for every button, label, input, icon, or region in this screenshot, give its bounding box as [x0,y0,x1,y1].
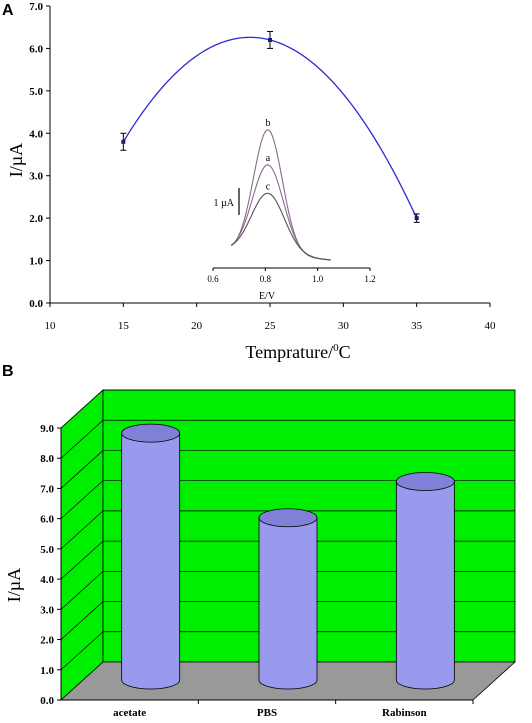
b-x-tick-label: Rabinson [382,707,427,719]
panel-a-chart: 0.01.02.03.04.05.06.07.0 10 15 20 25 30 35 40 … [6,1,496,362]
a-x-tick-label: 30 [338,320,350,332]
a-x-axis-title: Temprature/0C [245,342,350,362]
inset-curve-label-a: a [266,153,271,164]
a-x-tick-label: 35 [411,320,423,332]
inset-curve-label-c: c [266,181,271,192]
a-data-point [414,216,419,221]
inset-scale-bar-label: 1 µA [214,198,235,209]
inset-curve-label-b: b [265,118,270,129]
b-x-tick-label: PBS [257,707,277,719]
b-x-ticks: acetate PBS Rabinson [113,700,474,719]
b-y-tick-label: 4.0 [40,574,54,586]
b-y-tick-label: 6.0 [40,514,54,526]
b-y-tick-label: 8.0 [40,453,54,465]
b-y-ticks: 0.0 1.0 2.0 3.0 4.0 5.0 6.0 7.0 8.0 9.0 [40,423,61,707]
b-gridline-side [60,510,104,550]
b-gridline-side [60,540,104,580]
inset-x-tick-label: 0.8 [260,274,272,284]
b-y-tick-label: 0.0 [40,695,54,707]
inset-x-ticks: 0.6 0.8 1.0 1.2 [207,268,376,284]
b-gridline-side [60,601,104,640]
a-x-tick-label: 25 [265,320,277,332]
inset-x-tick-label: 1.2 [364,274,375,284]
a-y-tick-label: 0.0 [29,298,43,310]
b-y-tick-label: 9.0 [40,423,54,435]
b-bar [121,423,181,690]
panel-b-chart: 0.0 1.0 2.0 3.0 4.0 5.0 6.0 7.0 8.0 9.0 acetate PB… [4,389,517,719]
a-x-tick-label: 15 [118,320,130,332]
b-bar-body [258,517,318,690]
panel-label-b: B [2,363,14,380]
a-x-tick-label: 10 [45,320,57,332]
b-bar [258,508,318,690]
b-y-tick-label: 1.0 [40,665,54,677]
inset-x-tick-label: 0.6 [207,274,219,284]
a-y-tick-label: 1.0 [29,256,43,268]
a-x-ticks: 10 15 20 25 30 35 40 [45,303,497,332]
a-y-tick-label: 7.0 [29,1,43,13]
a-inset-voltammogram: 0.6 0.8 1.0 1.2 b a c 1 µA E/V [207,118,375,302]
a-y-ticks: 0.0 1.0 2.0 3.0 4.0 5.0 6.0 7.0 [29,1,50,310]
a-y-tick-label: 6.0 [29,43,43,55]
b-y-axis-title: I/µA [4,568,24,602]
b-bar-top [121,423,181,443]
b-y-tick-label: 2.0 [40,635,54,647]
a-y-tick-label: 2.0 [29,213,43,225]
b-bars [121,423,455,690]
b-bar-top [258,508,318,528]
a-data-point [121,139,126,144]
b-gridline-side [60,419,104,459]
a-series [120,30,420,223]
b-gridline-side [60,450,104,489]
a-y-tick-label: 5.0 [29,86,43,98]
a-x-axis-title-sup: 0 [333,342,339,354]
b-bar-body [395,481,455,690]
a-y-axis-title: I/µA [6,143,26,177]
a-y-tick-label: 4.0 [29,128,43,140]
inset-x-axis-title: E/V [259,291,276,302]
b-bar [395,472,455,690]
inset-curve-c [231,192,331,261]
b-gridline-side [60,480,104,519]
a-x-axis-title-unit: C [339,342,351,362]
b-gridline-side [60,571,104,610]
b-y-tick-label: 5.0 [40,544,54,556]
b-gridline-side [60,631,104,671]
panel-label-a: A [2,2,14,19]
a-y-tick-label: 3.0 [29,171,43,183]
b-bar-body [121,432,181,690]
b-y-tick-label: 3.0 [40,604,54,616]
b-left-wall [60,389,104,701]
inset-x-tick-label: 1.0 [312,274,324,284]
b-gridline-side [60,389,104,429]
a-x-axis-title-main: Temprature/ [245,342,333,362]
a-x-tick-label: 40 [485,320,497,332]
a-x-tick-label: 20 [191,320,203,332]
inset-curves: b a c [230,118,331,261]
b-y-tick-label: 7.0 [40,483,54,495]
a-data-point [268,37,272,42]
b-x-tick-label: acetate [113,707,146,719]
b-bar-top [395,472,455,491]
